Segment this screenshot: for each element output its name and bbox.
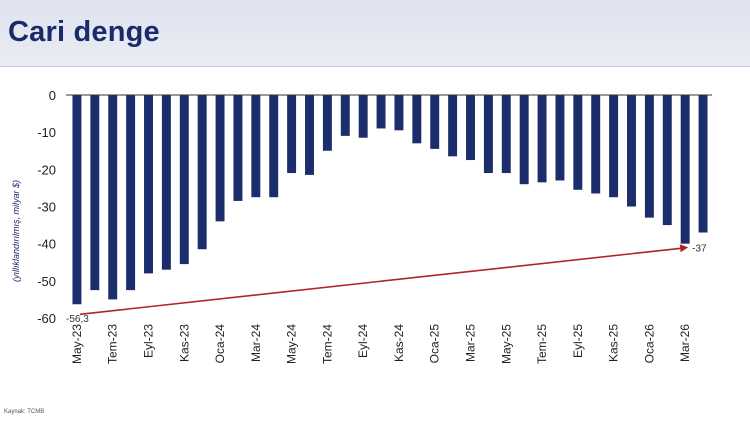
x-tick-label: Kas-25 [607, 324, 621, 362]
y-tick-label: -40 [37, 237, 56, 252]
header-bar: Cari denge [0, 0, 750, 67]
bar [573, 95, 583, 190]
bar [555, 95, 565, 181]
bars [72, 95, 708, 305]
bar [591, 95, 601, 194]
start-value-label: -56,3 [66, 314, 89, 325]
x-tick-label: Mar-26 [678, 324, 692, 362]
y-tick-label: 0 [49, 88, 56, 103]
bar [340, 95, 350, 136]
bar [179, 95, 189, 265]
x-tick-label: Tem-24 [320, 324, 334, 364]
y-ticks: 0 -10 -20 -30 -40 -50 -60 [37, 88, 56, 326]
bar [609, 95, 619, 198]
bar-chart: (yıllıklandırılmış, milyar $) 0 -10 -20 -30… [11, 88, 712, 364]
x-tick-label: Eyl-24 [356, 324, 370, 358]
bar [448, 95, 458, 157]
y-tick-label: -50 [37, 274, 56, 289]
x-tick-label: May-24 [285, 324, 299, 364]
bar [197, 95, 207, 250]
y-tick-label: -30 [37, 200, 56, 215]
bar [90, 95, 100, 291]
y-tick-label: -60 [37, 311, 56, 326]
annotations: -56,3 -37 [66, 243, 707, 325]
x-tick-label: Kas-24 [392, 324, 406, 362]
bar [680, 95, 690, 244]
bar [376, 95, 386, 129]
bar [108, 95, 118, 300]
source-note: Kaynak: TCMB [4, 409, 45, 415]
y-axis-title-group: (yıllıklandırılmış, milyar $) [11, 180, 21, 282]
trend-arrowhead [679, 244, 689, 253]
x-ticks: May-23 Tem-23 Eyl-23 Kas-23 Oca-24 Mar-24 May-… [70, 324, 692, 364]
bar [412, 95, 422, 144]
x-tick-label: Kas-23 [177, 324, 191, 362]
bar [161, 95, 171, 270]
page-title: Cari denge [8, 16, 160, 48]
bar [305, 95, 314, 175]
x-tick-label: Tem-25 [535, 324, 549, 364]
bar [483, 95, 493, 174]
x-tick-label: Oca-25 [428, 324, 442, 364]
y-tick-label: -20 [37, 162, 56, 177]
x-tick-label: Mar-25 [464, 324, 478, 362]
x-tick-label: Oca-26 [642, 324, 656, 364]
bar [72, 95, 82, 305]
bar [662, 95, 672, 226]
bar [126, 95, 136, 291]
x-tick-label: Eyl-23 [142, 324, 156, 358]
bar [627, 95, 636, 207]
x-tick-label: Eyl-25 [571, 324, 585, 358]
bar [466, 95, 475, 161]
x-tick-label: May-25 [499, 324, 513, 364]
bar [358, 95, 368, 138]
bar [269, 95, 279, 198]
bar [519, 95, 529, 185]
x-tick-label: Oca-24 [213, 324, 227, 364]
bar [430, 95, 440, 149]
bar [251, 95, 261, 198]
trend-arrow [79, 244, 689, 316]
bar [215, 95, 225, 222]
bar [394, 95, 404, 131]
bar [144, 95, 153, 274]
x-tick-label: Mar-24 [249, 324, 263, 362]
bar [287, 95, 297, 174]
bar [501, 95, 511, 174]
y-tick-label: -10 [37, 125, 56, 140]
bar [233, 95, 243, 201]
bar [322, 95, 332, 151]
bar [644, 95, 654, 218]
bar [698, 95, 708, 233]
y-axis-title: (yıllıklandırılmış, milyar $) [11, 180, 21, 282]
end-value-label: -37 [692, 243, 707, 254]
trend-line [79, 247, 683, 316]
x-tick-label: Tem-23 [106, 324, 120, 364]
bar [537, 95, 547, 183]
x-tick-label: May-23 [70, 324, 84, 364]
